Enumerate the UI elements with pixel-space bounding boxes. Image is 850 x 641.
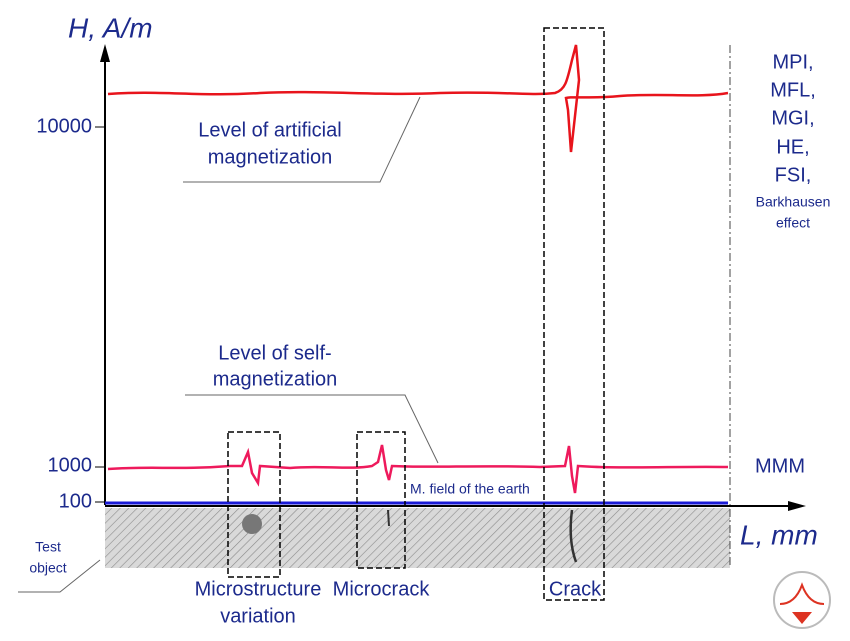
method: FSI,	[775, 164, 812, 186]
annotation: magnetization	[213, 368, 338, 390]
method: MGI,	[771, 107, 814, 129]
mmm-label: MMM	[755, 455, 805, 477]
microcrack-defect	[388, 510, 389, 526]
y-axis-label: H, A/m	[68, 12, 153, 43]
region-label: Crack	[549, 578, 602, 600]
region-label: variation	[220, 605, 296, 627]
region-label: Microstructure	[195, 578, 322, 600]
y-arrow	[100, 44, 110, 62]
method: Barkhausen	[756, 194, 831, 210]
annotation: Level of self-	[218, 342, 331, 364]
diagram: H, A/m L, mm 10000 1000 100 Level of art…	[0, 0, 850, 641]
x-axis-label: L, mm	[740, 519, 818, 550]
annotation: object	[29, 560, 66, 576]
test-object	[105, 508, 730, 568]
method: effect	[776, 215, 810, 231]
method: MFL,	[770, 79, 816, 101]
annotation: Test	[35, 539, 61, 555]
method: HE,	[776, 136, 809, 158]
logo	[774, 572, 830, 628]
method: MPI,	[772, 51, 813, 73]
annotation: Level of artificial	[198, 119, 341, 141]
region-label: Microcrack	[333, 578, 431, 600]
annotation: M. field of the earth	[410, 481, 530, 497]
tick-label: 10000	[36, 115, 92, 137]
leader-line	[185, 395, 438, 463]
tick-label: 100	[59, 490, 92, 512]
x-arrow	[788, 501, 806, 511]
page: {"axis": {"y_label": "H, A/m", "x_label"…	[0, 0, 850, 641]
microstructure-defect	[242, 514, 262, 534]
tick-label: 1000	[48, 454, 93, 476]
annotation: magnetization	[208, 146, 333, 168]
